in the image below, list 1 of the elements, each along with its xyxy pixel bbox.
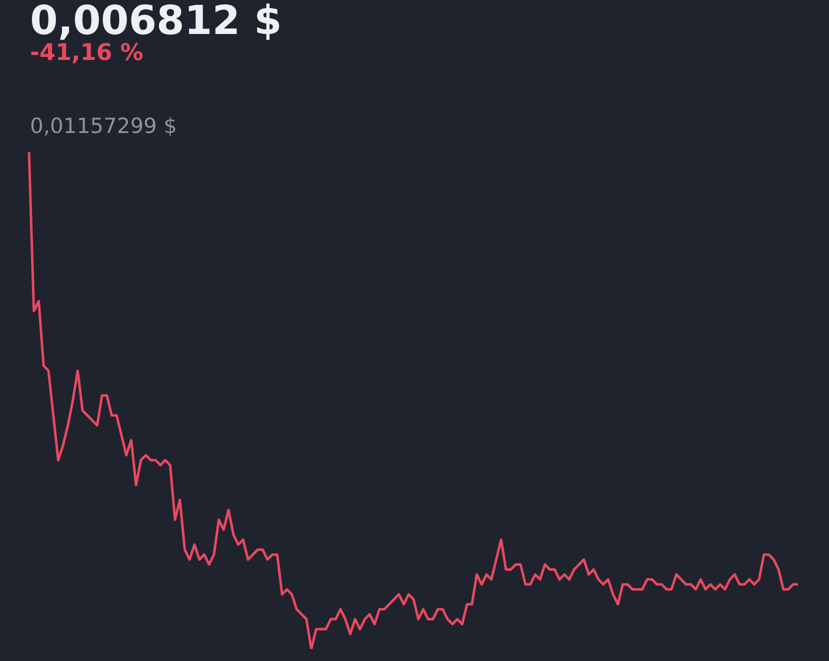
text: 0,01157299 $ xyxy=(30,114,177,138)
